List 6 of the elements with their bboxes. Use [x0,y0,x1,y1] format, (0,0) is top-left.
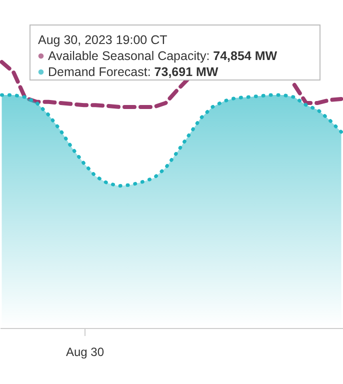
legend-label: Available Seasonal Capacity: [48,49,210,63]
annotation: 74,854 MW [213,49,278,63]
legend-label: Demand Forecast: [48,65,151,79]
annotation: 73,691 MW [154,65,218,79]
text: Aug 30 [66,345,104,359]
text: Aug 30, 2023 19:00 CT [38,33,168,47]
